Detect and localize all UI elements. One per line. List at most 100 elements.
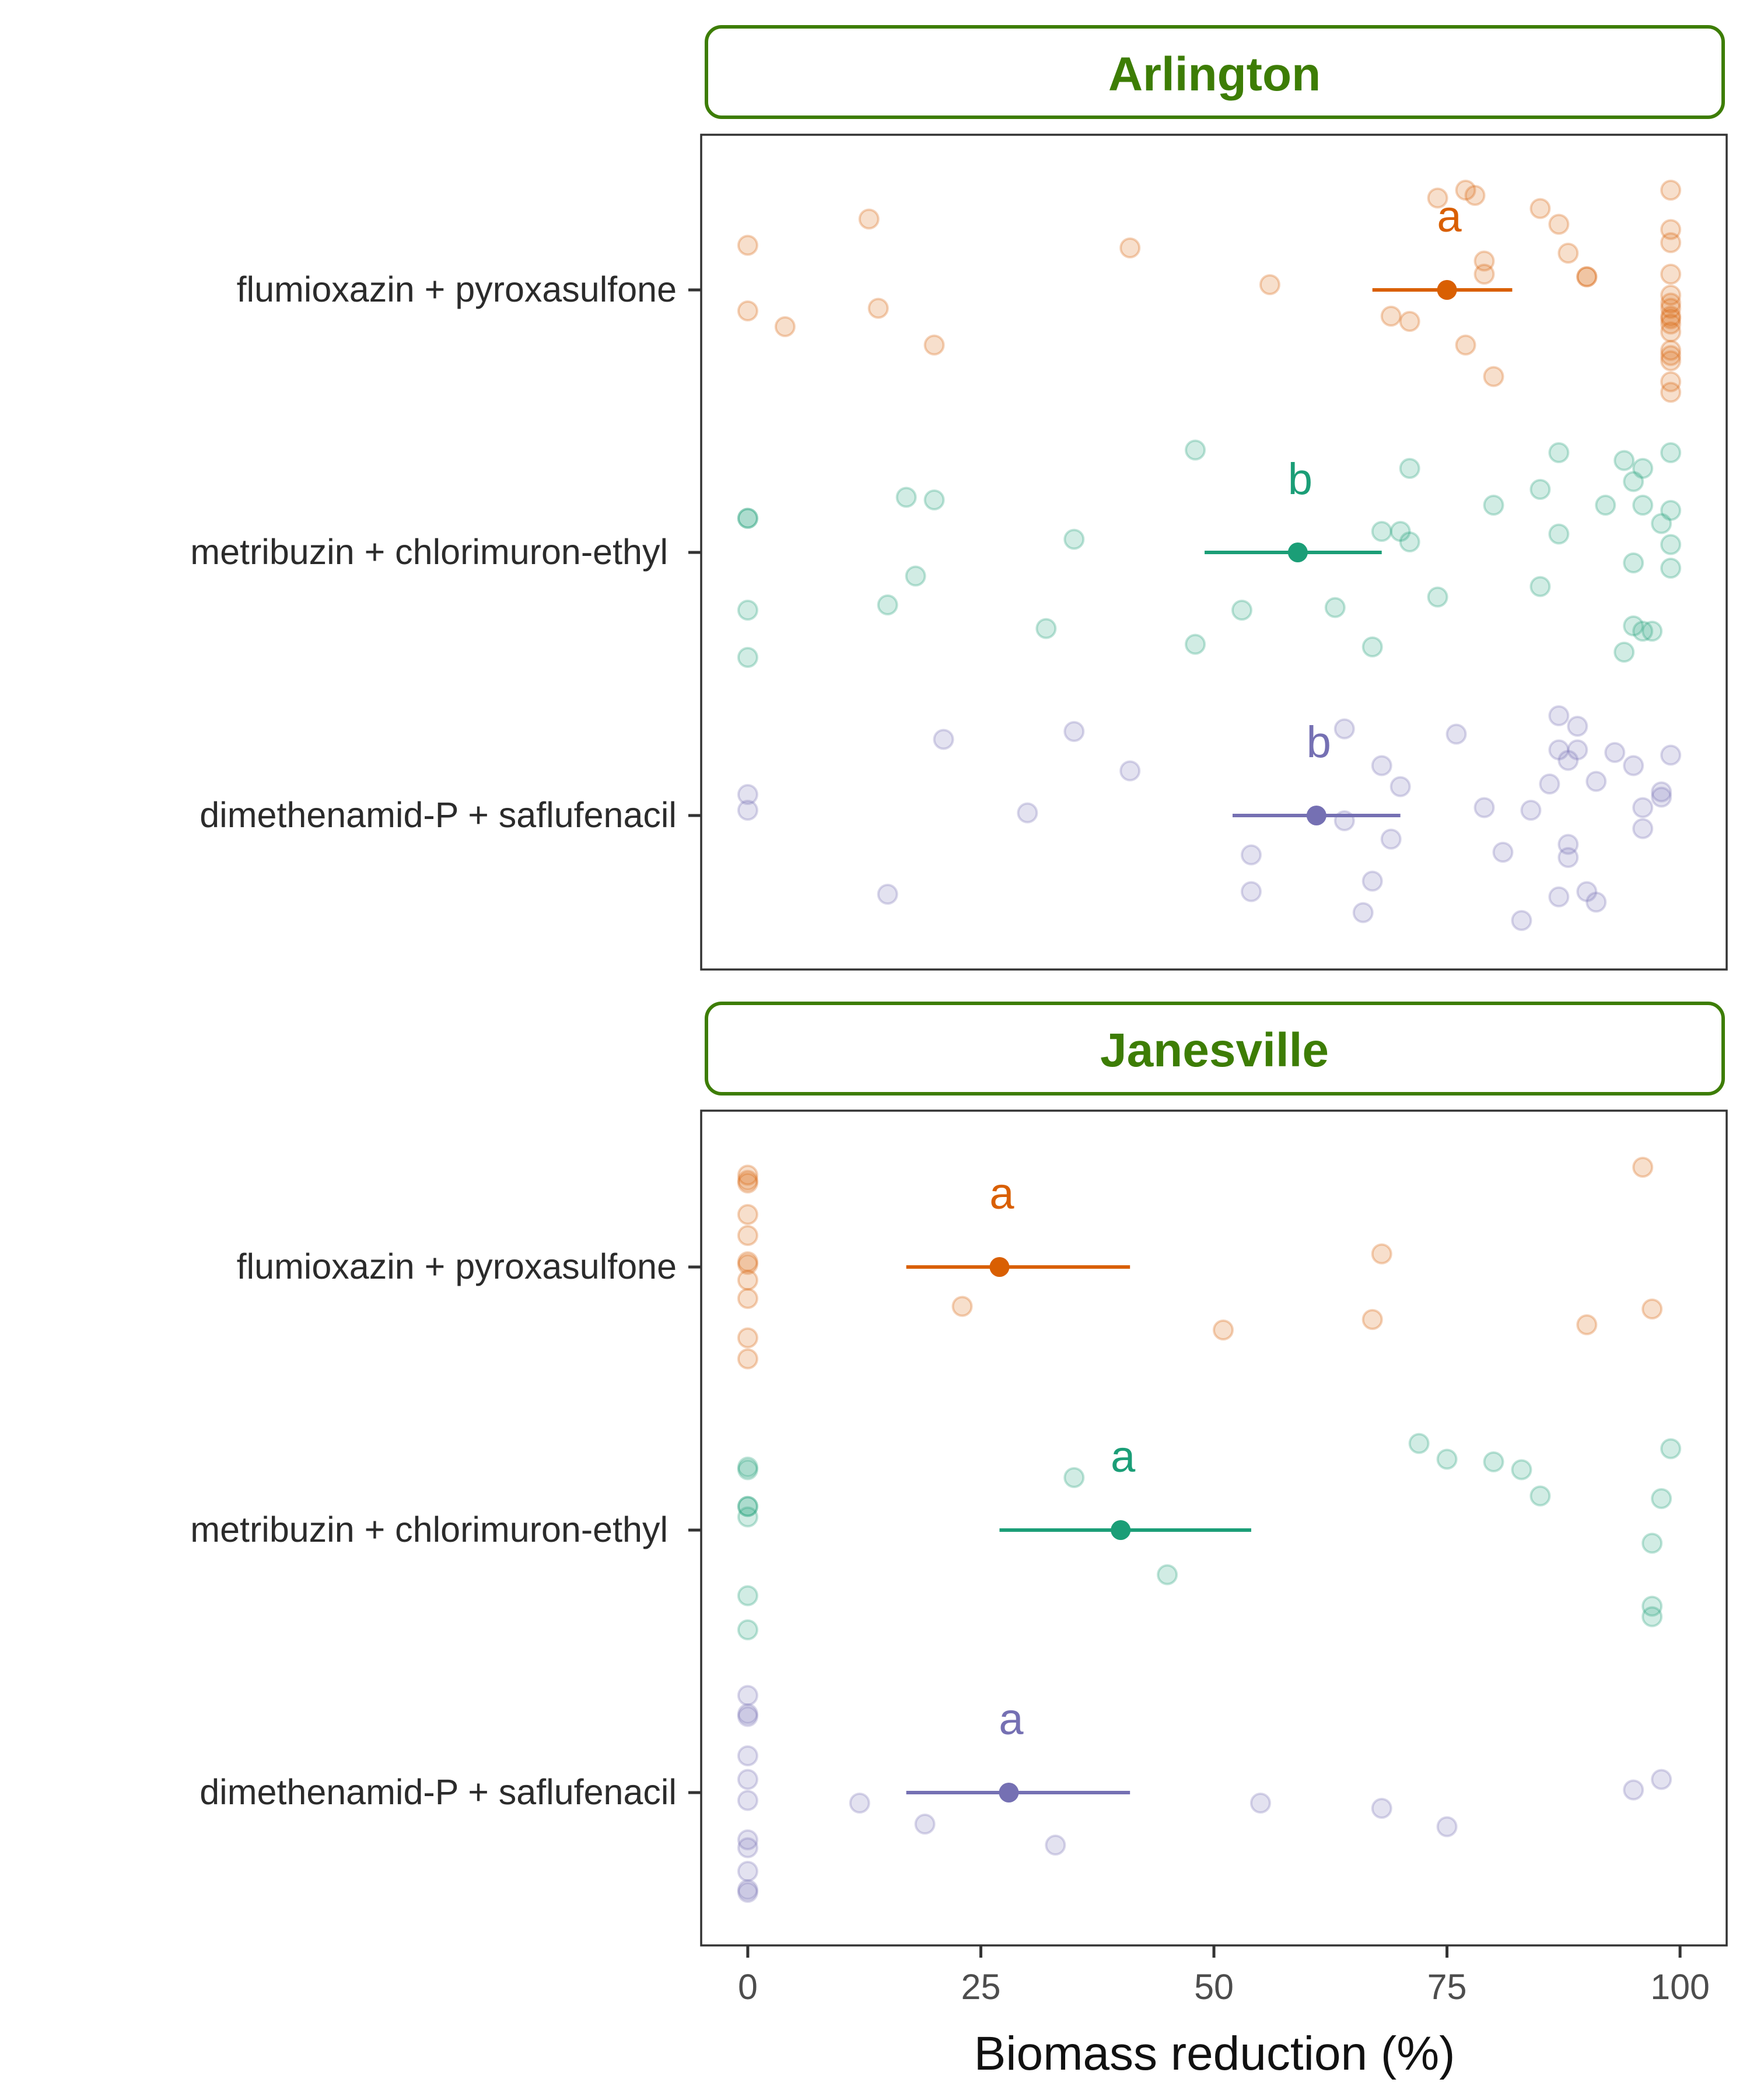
raw-point (1427, 187, 1448, 209)
raw-point (737, 1172, 758, 1194)
raw-point (895, 487, 917, 508)
y-axis-janesville: flumioxazin + pyroxasulfone metribuzin +… (190, 1247, 701, 1812)
mean-point (989, 1257, 1010, 1277)
raw-point (1632, 818, 1654, 839)
raw-point (1660, 232, 1682, 253)
raw-point (737, 1170, 758, 1191)
raw-point (1548, 442, 1570, 463)
x-axis: 0 25 50 75 100 (738, 1945, 1710, 2007)
raw-point (1212, 1320, 1234, 1340)
raw-point (1660, 558, 1682, 579)
raw-point (1660, 313, 1682, 335)
raw-point (737, 1459, 758, 1480)
raw-point (1408, 1433, 1430, 1454)
raw-point (1399, 311, 1420, 332)
raw-point (1660, 285, 1682, 306)
raw-point (1539, 774, 1560, 794)
raw-point (1119, 760, 1141, 782)
raw-point (1474, 264, 1495, 285)
y-tick-label: flumioxazin + pyroxasulfone (237, 270, 677, 309)
raw-point (1511, 1459, 1532, 1480)
raw-point (1240, 844, 1262, 866)
raw-point (1660, 350, 1682, 372)
raw-point (1614, 450, 1635, 471)
raw-point (951, 1296, 973, 1317)
raw-point (1455, 334, 1476, 356)
raw-point (737, 1685, 758, 1706)
raw-point (1604, 742, 1626, 763)
raw-point (933, 729, 954, 750)
raw-point (1250, 1793, 1271, 1814)
raw-point (1614, 642, 1635, 663)
raw-point (1436, 1448, 1458, 1470)
significance-letter: a (1437, 192, 1462, 242)
raw-point (1642, 1298, 1663, 1320)
raw-point (1474, 250, 1495, 272)
raw-point (1371, 755, 1392, 776)
raw-point (737, 1496, 758, 1517)
raw-point (1623, 1779, 1644, 1801)
raw-point (737, 1269, 758, 1291)
mean-point (1287, 542, 1308, 562)
raw-point (1371, 521, 1392, 542)
strip-arlington (705, 25, 1725, 119)
significance-letter: a (989, 1169, 1014, 1219)
raw-point (737, 1288, 758, 1309)
raw-point (1576, 1314, 1598, 1335)
raw-point (1567, 716, 1588, 737)
raw-point (1530, 1485, 1551, 1507)
raw-point (1558, 834, 1579, 855)
significance-letter: a (1111, 1432, 1136, 1482)
raw-point (737, 1204, 758, 1225)
raw-point (1436, 1816, 1458, 1838)
raw-point (1464, 185, 1486, 206)
raw-point (1660, 219, 1682, 240)
significance-letter: b (1288, 454, 1312, 504)
raw-point (1586, 891, 1607, 913)
raw-point (1380, 306, 1402, 327)
raw-point (1334, 718, 1355, 740)
raw-point (737, 600, 758, 621)
y-tick-label: dimethenamid-P + saflufenacil (200, 1772, 677, 1812)
y-tick-label: metribuzin + chlorimuron-ethyl (190, 1510, 668, 1549)
raw-point (737, 1225, 758, 1246)
x-tick-label: 50 (1194, 1967, 1234, 2007)
raw-point (737, 508, 758, 529)
raw-point (1548, 705, 1570, 726)
significance-letter: b (1307, 718, 1331, 767)
raw-point (1660, 1438, 1682, 1460)
raw-point (1259, 274, 1280, 295)
raw-point (1063, 1467, 1085, 1488)
raw-point (1427, 586, 1448, 608)
raw-point (1483, 366, 1504, 387)
panel-title-janesville: Janesville (1100, 1024, 1329, 1077)
raw-point (1642, 1532, 1663, 1554)
raw-point (1660, 442, 1682, 463)
raw-point (737, 1790, 758, 1811)
raw-point (1660, 340, 1682, 361)
raw-point (1576, 881, 1598, 902)
raw-point (1063, 721, 1085, 742)
janesville-marks: a a a (737, 1157, 1682, 1903)
plot-area-janesville (700, 1110, 1728, 1947)
raw-point (1474, 797, 1495, 818)
raw-point (1567, 739, 1588, 761)
raw-point (737, 1745, 758, 1766)
raw-point (1660, 371, 1682, 393)
raw-point (1548, 886, 1570, 908)
raw-point (737, 1619, 758, 1640)
raw-point (737, 1706, 758, 1727)
panel-arlington: Arlington a b b (700, 25, 1728, 971)
raw-point (1642, 621, 1663, 642)
raw-point (1660, 264, 1682, 285)
raw-point (1530, 479, 1551, 500)
raw-point (1660, 306, 1682, 327)
raw-point (1632, 458, 1654, 479)
y-tick-label: metribuzin + chlorimuron-ethyl (190, 532, 668, 572)
series-group: a (737, 180, 1682, 403)
raw-point (1632, 495, 1654, 516)
y-tick-label: flumioxazin + pyroxasulfone (237, 1247, 677, 1286)
raw-point (1548, 739, 1570, 761)
raw-point (1399, 458, 1420, 479)
